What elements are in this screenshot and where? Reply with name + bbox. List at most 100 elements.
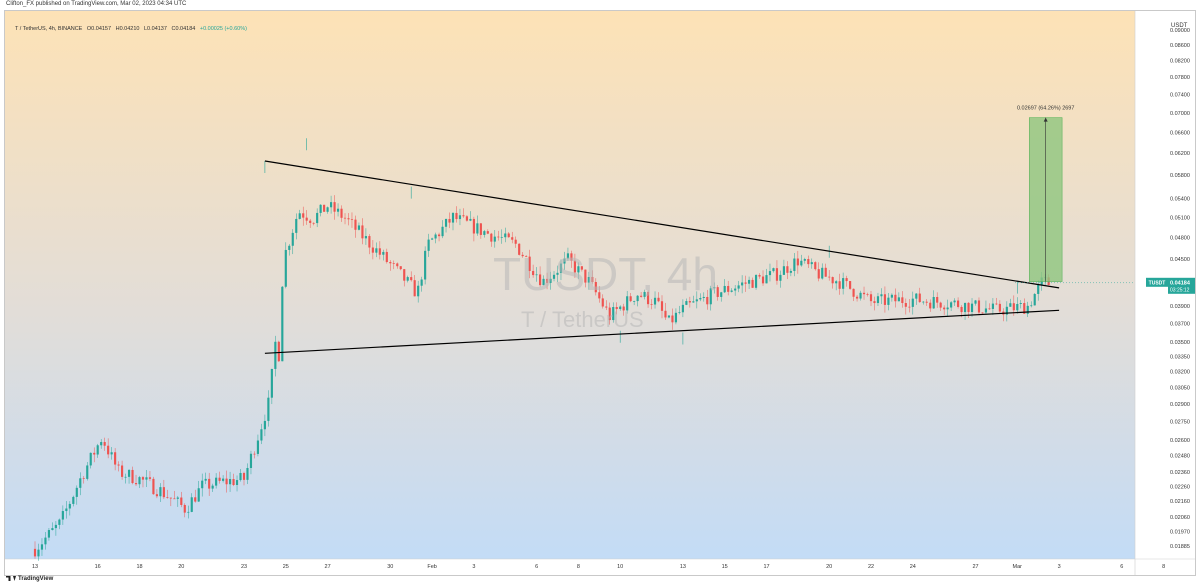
candle-up	[444, 218, 448, 233]
candle-up	[859, 290, 862, 301]
candle-down	[758, 273, 761, 279]
candle-down	[706, 289, 709, 310]
candle-body	[1012, 303, 1015, 311]
candle-down	[671, 308, 674, 330]
candle-down	[277, 340, 280, 362]
candle-body	[970, 303, 974, 312]
candle-body	[894, 294, 897, 302]
candle-down	[385, 248, 388, 264]
candle-up	[424, 246, 427, 285]
candle-body	[507, 233, 510, 238]
candle-down	[831, 276, 834, 289]
time-tick-label: 18	[136, 564, 142, 570]
candle-down	[855, 294, 859, 302]
candle-body	[925, 301, 928, 303]
candle-body	[465, 216, 469, 221]
candle-down	[169, 497, 172, 507]
candle-up	[754, 274, 758, 290]
candle-down	[350, 212, 354, 228]
candle-body	[521, 254, 524, 257]
symbol-legend: T / TetherUS, 4h, BINANCE O0.04157 H0.04…	[15, 26, 250, 32]
candle-down	[225, 470, 228, 493]
candle-body	[967, 302, 970, 312]
target-arrow-head	[1043, 117, 1048, 122]
candle-down	[1023, 298, 1026, 314]
candle-up	[636, 295, 639, 307]
candle-down	[232, 473, 235, 487]
price-tick-label: 0.05800	[1170, 173, 1190, 179]
candle-body	[605, 306, 608, 308]
candle-up	[887, 293, 890, 311]
candle-body	[800, 260, 803, 266]
candle-up	[674, 308, 678, 325]
candle-body	[887, 297, 890, 305]
candle-body	[364, 236, 367, 239]
candle-body	[549, 278, 552, 283]
candle-up	[89, 452, 92, 469]
candle-up	[330, 195, 333, 214]
candle-body	[437, 234, 441, 237]
candle-body	[929, 302, 932, 309]
candle-up	[124, 473, 127, 484]
time-tick-label: 17	[763, 564, 769, 570]
candle-up	[281, 286, 284, 362]
price-tick-label: 0.03200	[1170, 369, 1190, 375]
candle-down	[584, 269, 587, 288]
candle-up	[145, 470, 148, 488]
candle-down	[660, 295, 664, 319]
candle-body	[828, 276, 831, 278]
candle-body	[228, 479, 232, 485]
candle-up	[211, 483, 214, 492]
price-tick-label: 0.07400	[1170, 93, 1190, 99]
candle-up	[890, 293, 893, 302]
candle-down	[410, 271, 413, 282]
candle-body	[382, 251, 385, 255]
candle-body	[361, 225, 364, 239]
candle-down	[511, 231, 514, 244]
candle-up	[667, 315, 671, 319]
candle-down	[479, 223, 482, 239]
price-tick-label: 0.03050	[1170, 385, 1190, 391]
time-tick-label: 20	[826, 564, 832, 570]
candle-up	[779, 270, 782, 288]
candle-up	[336, 203, 340, 217]
candle-body	[587, 276, 590, 283]
candle-up	[159, 483, 162, 502]
candle-body	[500, 237, 503, 238]
candle-body	[995, 303, 998, 305]
candle-up	[58, 518, 61, 530]
candle-body	[671, 315, 674, 323]
candle-down	[403, 268, 406, 287]
candle-down	[131, 466, 134, 485]
publisher-info: Clifton_FX published on TradingView.com,…	[6, 1, 187, 7]
candle-body	[54, 524, 57, 529]
footer-brand-text: TradingView	[18, 576, 54, 583]
candle-body	[37, 549, 40, 557]
candle-up	[734, 285, 737, 296]
candle-up	[51, 522, 54, 531]
candle-down	[309, 218, 312, 228]
candle-down	[114, 448, 117, 471]
candle-body	[424, 250, 427, 280]
candle-body	[563, 258, 566, 264]
candle-down	[305, 210, 308, 225]
candle-body	[876, 296, 880, 304]
candle-body	[573, 260, 576, 273]
candle-up	[549, 271, 552, 290]
candle-up	[222, 475, 225, 483]
candle-down	[528, 249, 531, 279]
candle-up	[291, 229, 294, 255]
candle-up	[932, 290, 935, 309]
candle-down	[751, 277, 754, 289]
candle-down	[194, 489, 197, 503]
candle-body	[305, 217, 308, 221]
chart-frame[interactable]: USDT 0.09000 0.08600 0.08200 0.07800 0.07400 0…	[4, 10, 1196, 576]
candle-body	[601, 298, 604, 307]
candle-up	[44, 532, 47, 550]
candle-body	[723, 285, 726, 293]
candle-up	[842, 272, 845, 295]
candle-body	[814, 262, 817, 270]
candle-up	[75, 485, 78, 505]
candle-down	[312, 222, 315, 226]
